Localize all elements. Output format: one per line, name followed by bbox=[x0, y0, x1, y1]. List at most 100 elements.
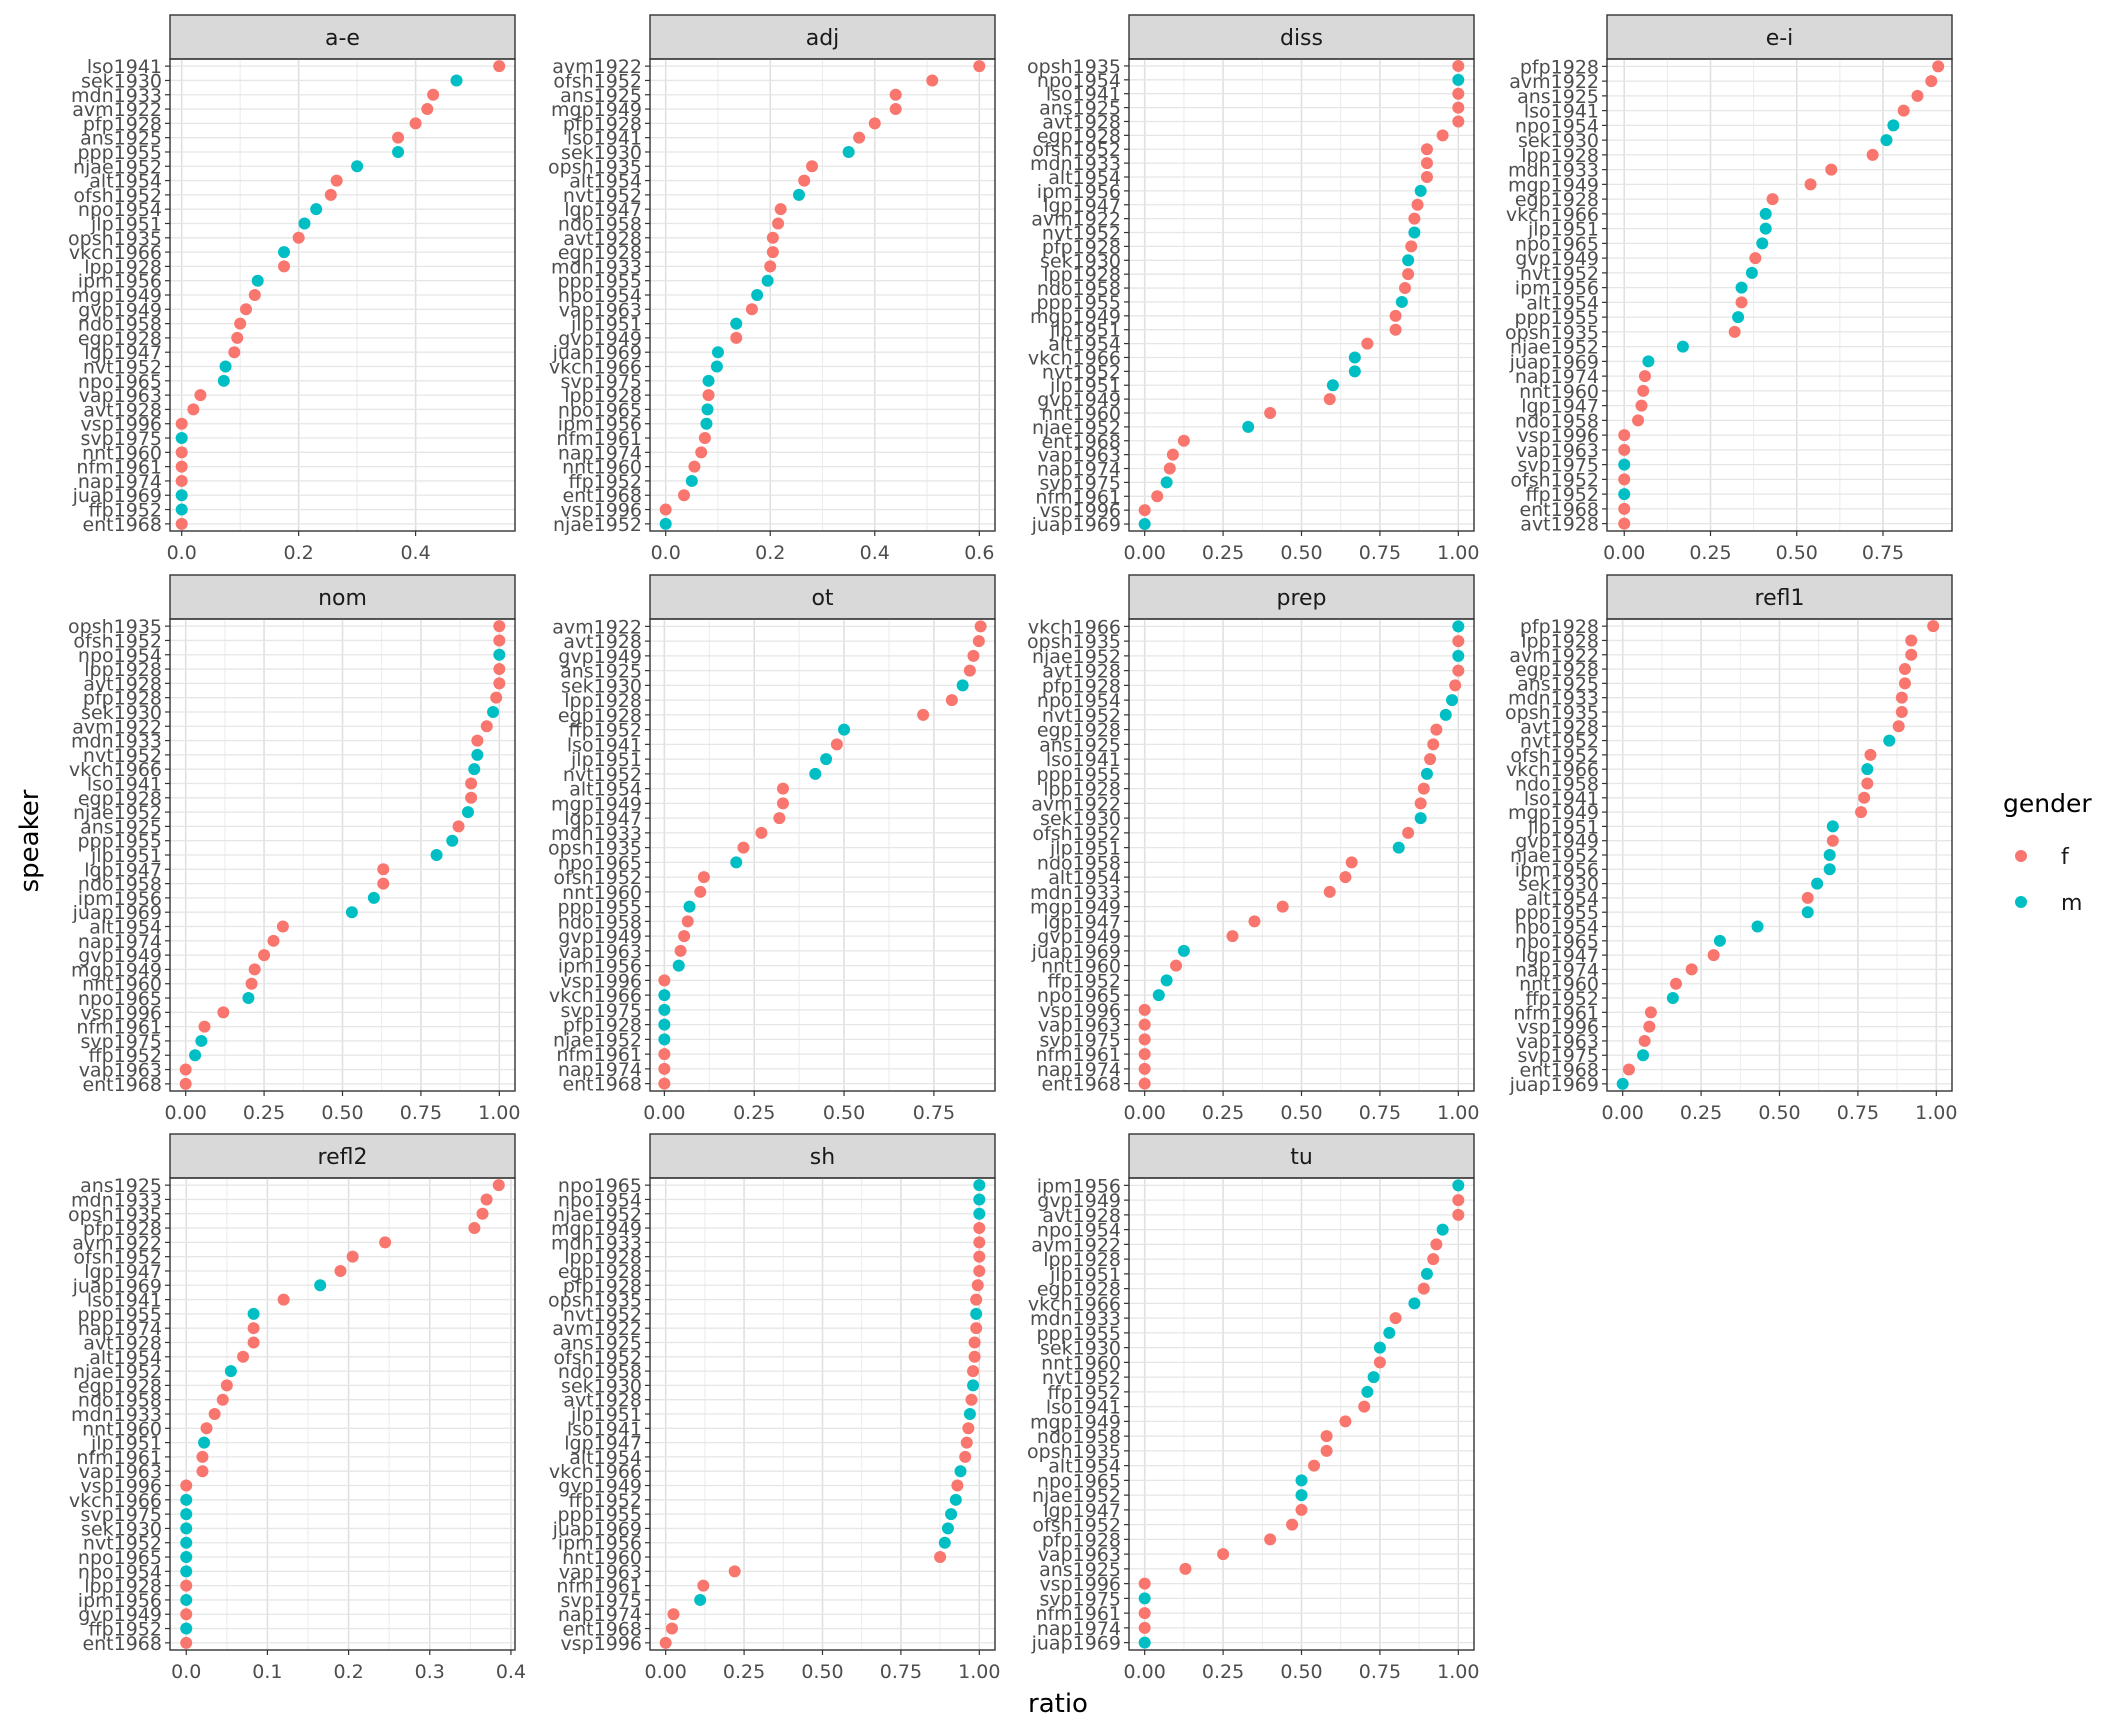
data-point bbox=[1638, 370, 1651, 383]
data-point bbox=[956, 679, 969, 692]
y-tick-label: nnt1960 bbox=[1041, 1352, 1121, 1374]
y-tick-label: avm1922 bbox=[1031, 1234, 1121, 1256]
data-point bbox=[1666, 992, 1679, 1005]
data-point bbox=[278, 260, 291, 273]
y-tick-label: juap1969 bbox=[552, 342, 642, 364]
data-point bbox=[798, 174, 811, 187]
data-point bbox=[945, 694, 958, 707]
panel-strip-label: tu bbox=[1290, 1145, 1313, 1170]
x-tick-label: 0.00 bbox=[165, 1102, 207, 1124]
data-point bbox=[480, 1193, 493, 1206]
data-point bbox=[1152, 989, 1165, 1002]
y-tick-label: svp1975 bbox=[560, 1000, 642, 1022]
y-tick-label: ans1925 bbox=[1039, 734, 1121, 756]
y-tick-label: sek1930 bbox=[81, 1518, 162, 1540]
data-point bbox=[972, 635, 985, 648]
data-point bbox=[1320, 1430, 1333, 1443]
data-point bbox=[1452, 620, 1465, 633]
y-tick-label: ent1968 bbox=[562, 1619, 642, 1641]
data-point bbox=[1138, 1592, 1151, 1605]
panel-strip bbox=[1128, 1133, 1475, 1179]
y-tick-label: jlp1951 bbox=[90, 845, 162, 867]
panel-strip-label: diss bbox=[1280, 26, 1323, 51]
data-point bbox=[1308, 1459, 1321, 1472]
y-tick-label: nvt1952 bbox=[1042, 361, 1121, 383]
data-point bbox=[195, 1034, 208, 1047]
panel-strip bbox=[1606, 14, 1953, 60]
data-point bbox=[194, 389, 207, 402]
y-tick-label: ipm1956 bbox=[1515, 859, 1599, 881]
data-point bbox=[1436, 129, 1449, 142]
y-tick-label: lso1941 bbox=[1046, 84, 1121, 106]
data-point bbox=[180, 1551, 193, 1564]
x-tick-label: 0.75 bbox=[880, 1661, 922, 1683]
data-point bbox=[1452, 59, 1465, 72]
y-tick-label: njae1952 bbox=[1032, 1485, 1121, 1507]
data-point bbox=[1823, 849, 1836, 861]
y-tick-label: nvt1952 bbox=[563, 185, 642, 207]
y-tick-label: npo1965 bbox=[78, 988, 162, 1010]
y-tick-label: nnt1960 bbox=[82, 1418, 162, 1440]
y-tick-label: ndo1958 bbox=[1037, 278, 1121, 300]
y-tick-label: nnt1960 bbox=[82, 442, 162, 464]
panel-strip-label: nom bbox=[318, 586, 367, 611]
x-tick-label: 0.25 bbox=[1202, 542, 1244, 564]
data-point bbox=[1925, 75, 1938, 88]
data-point bbox=[461, 806, 474, 819]
y-tick-label: lso1941 bbox=[567, 128, 642, 150]
y-tick-label: npo1954 bbox=[558, 285, 642, 307]
y-tick-label: ipm1956 bbox=[78, 888, 162, 910]
y-tick-label: jlp1951 bbox=[90, 213, 162, 235]
data-point bbox=[1348, 365, 1361, 378]
y-tick-label: ffp1952 bbox=[568, 1490, 642, 1512]
data-point bbox=[954, 1465, 967, 1478]
y-tick-label: vap1963 bbox=[559, 941, 642, 963]
y-tick-label: lpp1928 bbox=[1043, 1249, 1121, 1271]
data-point bbox=[242, 992, 255, 1005]
y-tick-label: ofsh1952 bbox=[553, 70, 642, 92]
y-tick-label: ent1968 bbox=[82, 514, 162, 536]
data-point bbox=[1295, 1503, 1308, 1516]
y-tick-label: npo1965 bbox=[558, 1175, 642, 1197]
y-tick-label: ofsh1952 bbox=[1510, 469, 1599, 491]
y-tick-label: vkch1966 bbox=[549, 1461, 642, 1483]
data-point bbox=[973, 60, 986, 73]
data-point bbox=[180, 1565, 193, 1578]
y-tick-label: vkch1966 bbox=[1506, 759, 1599, 781]
x-tick-label: 1.00 bbox=[958, 1661, 1000, 1683]
data-point bbox=[1622, 1063, 1635, 1076]
data-point bbox=[730, 317, 743, 330]
data-point bbox=[247, 1322, 260, 1335]
y-tick-label: lgp1947 bbox=[1043, 1500, 1121, 1522]
x-tick-label: 0.00 bbox=[645, 1661, 687, 1683]
y-tick-label: gvp1949 bbox=[78, 1604, 162, 1626]
data-point bbox=[974, 620, 987, 633]
y-tick-label: svp1975 bbox=[1039, 1588, 1121, 1610]
y-tick-label: lpp1928 bbox=[1043, 779, 1121, 801]
data-point bbox=[1163, 462, 1176, 475]
y-tick-label: egp1928 bbox=[558, 242, 642, 264]
data-point bbox=[711, 346, 724, 359]
y-tick-label: npo1954 bbox=[558, 1189, 642, 1211]
y-tick-label: ent1968 bbox=[82, 1633, 162, 1655]
data-point bbox=[1361, 337, 1374, 350]
y-tick-label: avm1922 bbox=[552, 56, 642, 78]
data-point bbox=[1766, 193, 1779, 206]
y-tick-label: ffp1952 bbox=[88, 1619, 162, 1641]
x-tick-label: 0.50 bbox=[1280, 1661, 1322, 1683]
x-tick-label: 0.25 bbox=[1202, 1102, 1244, 1124]
y-tick-label: ent1968 bbox=[1519, 499, 1599, 521]
y-tick-label: vsp1996 bbox=[1039, 1574, 1121, 1596]
y-tick-label: ent1968 bbox=[562, 1074, 642, 1096]
data-point bbox=[175, 417, 188, 430]
y-tick-label: nap1974 bbox=[558, 442, 642, 464]
y-tick-label: lgp1947 bbox=[1521, 396, 1599, 418]
y-tick-label: nvt1952 bbox=[83, 357, 162, 379]
data-point bbox=[776, 797, 789, 810]
y-axis-title: speaker bbox=[15, 789, 45, 892]
y-tick-label: jlp1951 bbox=[570, 1404, 642, 1426]
data-point bbox=[1452, 649, 1465, 662]
y-tick-label: njae1952 bbox=[553, 514, 642, 536]
y-tick-label: sek1930 bbox=[81, 70, 162, 92]
